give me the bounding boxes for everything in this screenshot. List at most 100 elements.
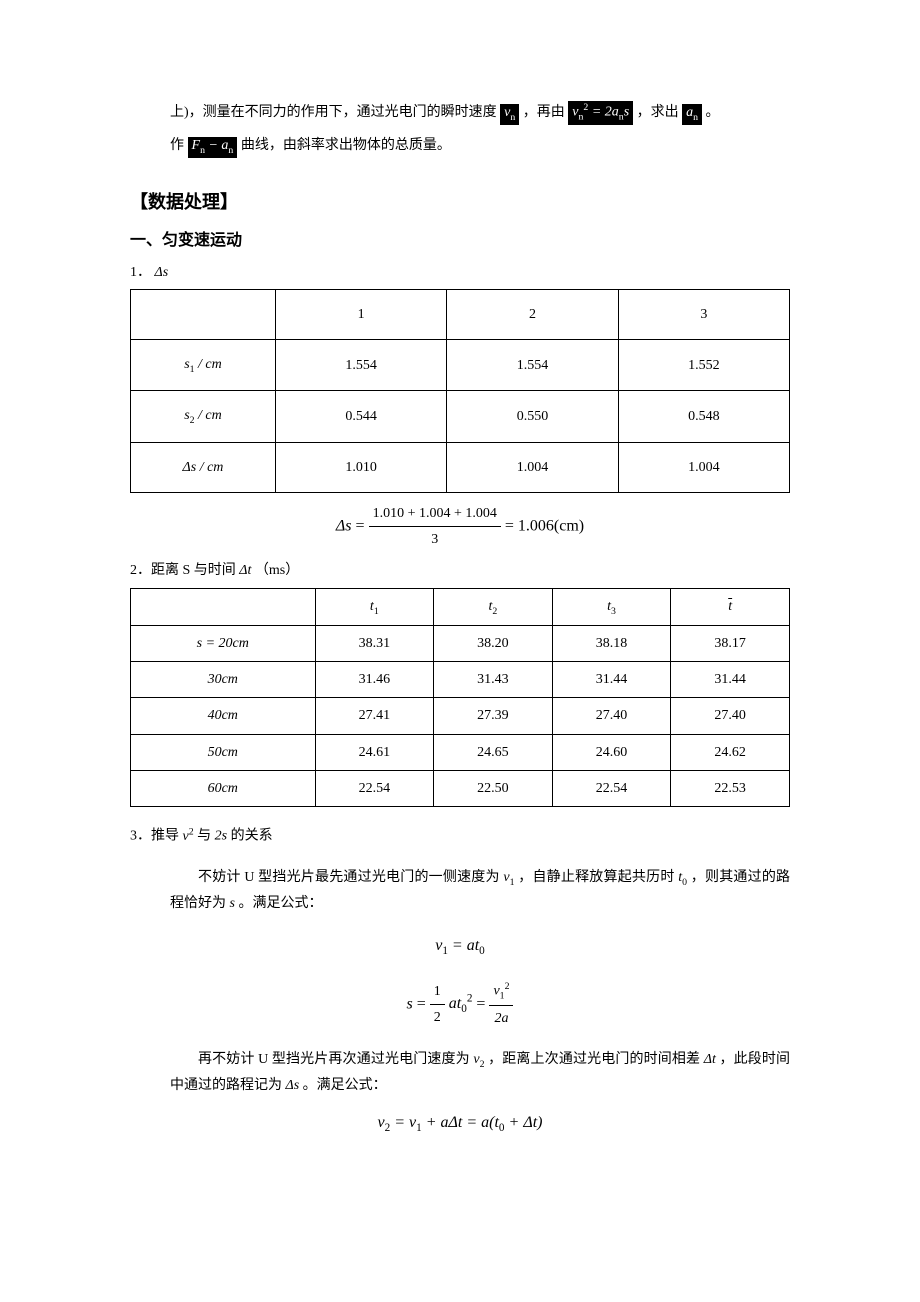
f1-den: 3 <box>369 527 501 552</box>
table2-cell: 24.62 <box>671 734 790 770</box>
eq2-f1-den: 2 <box>430 1005 445 1030</box>
inv-v-n: vn <box>500 104 519 125</box>
p2-pre: 再不妨计 U 型挡光片再次通过光电门速度为 <box>198 1052 470 1067</box>
table2-cell: 22.53 <box>671 770 790 806</box>
item2-label: 2．距离 S 与时间 <box>130 563 236 578</box>
p2-mid: ，距离上次通过光电门的时间相差 <box>488 1052 700 1067</box>
table2-h3: t3 <box>552 588 671 625</box>
item1-var: Δs <box>155 265 169 280</box>
table1-row-label: s2 / cm <box>131 391 276 442</box>
item3-post: 的关系 <box>231 829 273 844</box>
inv-fn-an: Fn − an <box>188 137 238 158</box>
table2-cell: 31.43 <box>434 662 553 698</box>
derivation-para-1: 不妨计 U 型挡光片最先通过光电门的一侧速度为 v1 ，自静止释放算起共历时 t… <box>130 865 790 917</box>
table2-row-label: 60cm <box>131 770 316 806</box>
table-row: s1 / cm1.5541.5541.552 <box>131 339 790 390</box>
item3-pre: 3．推导 <box>130 829 179 844</box>
table1-row-label: Δs / cm <box>131 442 276 492</box>
section-title-data-processing: 【数据处理】 <box>130 186 790 218</box>
table2-h2: t2 <box>434 588 553 625</box>
item2-var: Δt <box>239 563 251 578</box>
p2-dt: Δt <box>704 1052 716 1067</box>
table2-h1: t1 <box>315 588 434 625</box>
table2-cell: 31.44 <box>671 662 790 698</box>
equation-v2: v2 = v1 + aΔt = a(t0 + Δt) <box>130 1109 790 1138</box>
list-item-3: 3．推导 v2 与 2s 的关系 <box>130 823 790 849</box>
table2-row-label: s = 20cm <box>131 625 316 661</box>
table2-cell: 22.54 <box>315 770 434 806</box>
list-item-1: 1． Δs <box>130 260 790 285</box>
f1-lhs: Δs <box>336 517 352 534</box>
table2-row-label: 40cm <box>131 698 316 734</box>
table2-body: s = 20cm38.3138.2038.1838.1730cm31.4631.… <box>131 625 790 806</box>
eq2-f1-num: 1 <box>430 979 445 1005</box>
table2-h0 <box>131 588 316 625</box>
table2-cell: 22.50 <box>434 770 553 806</box>
p1-mid: ，自静止释放算起共历时 <box>518 870 674 885</box>
p1-s: s <box>230 896 235 911</box>
table1-cell: 1.004 <box>447 442 618 492</box>
table-distance-time: t1 t2 t3 t s = 20cm38.3138.2038.1838.173… <box>130 588 790 807</box>
inv-eq-v2-2as: vn2 = 2ans <box>568 101 633 124</box>
table1-h0 <box>131 289 276 339</box>
f1-rhs: 1.006(cm) <box>518 517 584 534</box>
eq2-f2-num: v12 <box>489 978 513 1006</box>
table2-cell: 31.44 <box>552 662 671 698</box>
table-row: s2 / cm0.5440.5500.548 <box>131 391 790 442</box>
table-row: s = 20cm38.3138.2038.1838.17 <box>131 625 790 661</box>
p1-t0: t0 <box>678 870 687 885</box>
intro-paragraph-2: 作 Fn − an 曲线，由斜率求出物体的总质量。 <box>130 133 790 158</box>
table2-cell: 27.40 <box>671 698 790 734</box>
eq2-f2-den: 2a <box>489 1006 513 1031</box>
item1-label: 1． <box>130 265 151 280</box>
table1-body: s1 / cm1.5541.5541.552s2 / cm0.5440.5500… <box>131 339 790 492</box>
table1-cell: 1.552 <box>618 339 789 390</box>
intro-text-2: ，再由 <box>523 105 565 120</box>
table1-cell: 0.548 <box>618 391 789 442</box>
table2-cell: 24.60 <box>552 734 671 770</box>
inv-a-n: an <box>682 104 702 125</box>
table1-cell: 0.550 <box>447 391 618 442</box>
table1-row-label: s1 / cm <box>131 339 276 390</box>
intro-text-3: ，求出 <box>637 105 679 120</box>
table-delta-s: 1 2 3 s1 / cm1.5541.5541.552s2 / cm0.544… <box>130 289 790 493</box>
eq2-lhs: s <box>407 995 413 1012</box>
table2-cell: 24.61 <box>315 734 434 770</box>
table2-row-label: 30cm <box>131 662 316 698</box>
intro-text-1: 上)，测量在不同力的作用下，通过光电门的瞬时速度 <box>170 105 497 120</box>
list-item-2: 2．距离 S 与时间 Δt （ms） <box>130 558 790 583</box>
table2-cell: 27.41 <box>315 698 434 734</box>
p2-end: 。满足公式： <box>303 1078 387 1093</box>
table1-h1: 1 <box>275 289 446 339</box>
equation-s: s = 1 2 at02 = v12 2a <box>130 978 790 1031</box>
formula-delta-s-avg: Δs = 1.010 + 1.004 + 1.004 3 = 1.006(cm) <box>130 501 790 552</box>
table1-cell: 0.544 <box>275 391 446 442</box>
table1-header-row: 1 2 3 <box>131 289 790 339</box>
p2-ds: Δs <box>286 1078 300 1093</box>
table1-cell: 1.010 <box>275 442 446 492</box>
p1-pre: 不妨计 U 型挡光片最先通过光电门的一侧速度为 <box>198 870 500 885</box>
item3-var2: 2s <box>215 829 227 844</box>
derivation-para-2: 再不妨计 U 型挡光片再次通过光电门速度为 v2 ，距离上次通过光电门的时间相差… <box>130 1047 790 1099</box>
table2-row-label: 50cm <box>131 734 316 770</box>
table-row: 30cm31.4631.4331.4431.44 <box>131 662 790 698</box>
table1-cell: 1.004 <box>618 442 789 492</box>
table1-cell: 1.554 <box>275 339 446 390</box>
table-row: 50cm24.6124.6524.6024.62 <box>131 734 790 770</box>
item2-unit: （ms） <box>255 563 299 578</box>
table-row: Δs / cm1.0101.0041.004 <box>131 442 790 492</box>
table2-cell: 27.40 <box>552 698 671 734</box>
table-row: 60cm22.5422.5022.5422.53 <box>131 770 790 806</box>
table-row: 40cm27.4127.3927.4027.40 <box>131 698 790 734</box>
item3-var1: v2 <box>183 829 194 844</box>
subsection-title-uniform-motion: 一、匀变速运动 <box>130 227 790 256</box>
item3-mid: 与 <box>197 829 211 844</box>
intro-paragraph-1: 上)，测量在不同力的作用下，通过光电门的瞬时速度 vn ，再由 vn2 = 2a… <box>130 100 790 125</box>
table2-cell: 22.54 <box>552 770 671 806</box>
intro-text-5: 作 <box>170 138 184 153</box>
table1-cell: 1.554 <box>447 339 618 390</box>
table2-cell: 38.31 <box>315 625 434 661</box>
table2-header-row: t1 t2 t3 t <box>131 588 790 625</box>
table2-h4: t <box>671 588 790 625</box>
f1-num: 1.010 + 1.004 + 1.004 <box>369 501 501 527</box>
